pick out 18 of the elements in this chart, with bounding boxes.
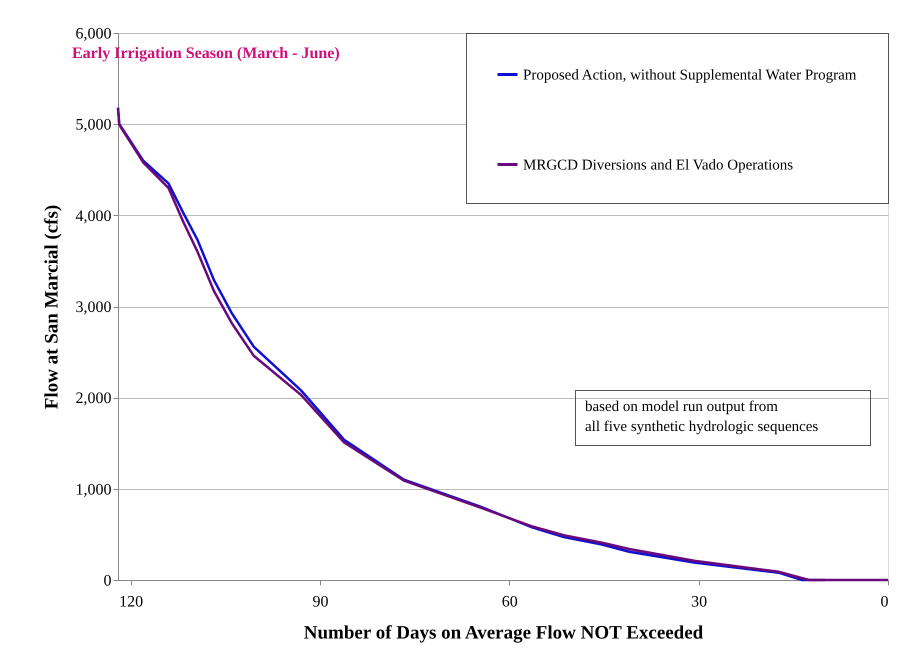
x-axis-title: Number of Days on Average Flow NOT Exceeded: [304, 622, 704, 644]
y-tick-label: 4,000: [76, 208, 112, 225]
x-tick-label: 120: [119, 594, 144, 610]
y-axis-title: Flow at San Marcial (cfs): [42, 204, 62, 410]
y-tick-label: 1,000: [76, 481, 112, 498]
annotation: based on model run output from all five synthetic hydrologic sequences: [585, 399, 818, 435]
x-tick-label: 0: [880, 594, 888, 610]
x-tick-label: 90: [312, 594, 328, 610]
y-tick-label: 2,000: [76, 390, 112, 408]
y-tick-label: 5,000: [76, 116, 112, 134]
text: Early Irrigation Season (March - June): [72, 45, 340, 62]
y-tick-label: 3,000: [76, 299, 112, 316]
legend-label: MRGCD Diversions and El Vado Operations: [523, 158, 794, 174]
y-tick-label: 6,000: [76, 26, 112, 42]
x-tick-label: 30: [691, 594, 708, 610]
x-tick-label: 60: [502, 594, 518, 610]
y-tick-label: 0: [104, 572, 112, 590]
legend-label: Proposed Action, without Supplemental Water Program: [523, 68, 857, 84]
